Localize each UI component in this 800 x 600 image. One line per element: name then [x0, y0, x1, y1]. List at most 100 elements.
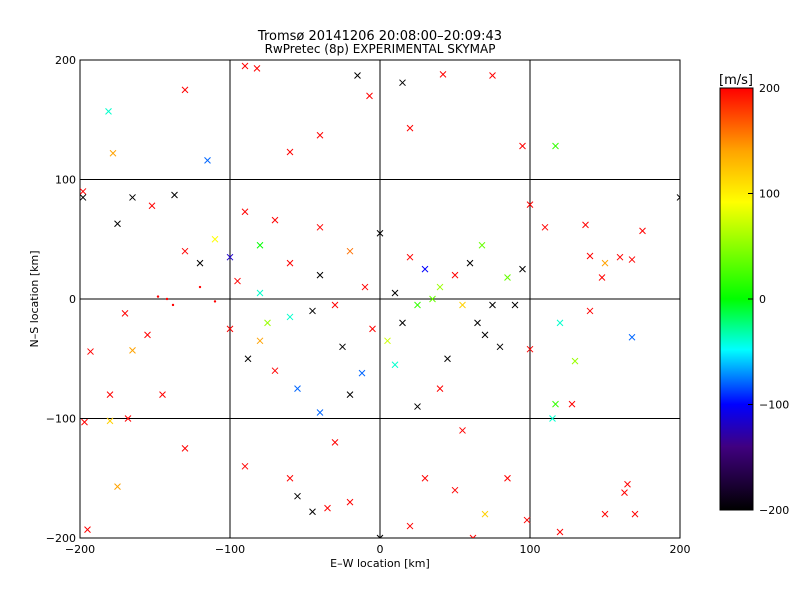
- x-tick-label: −200: [65, 543, 95, 556]
- data-point-cross: [406, 253, 414, 261]
- data-point-cross: [234, 277, 241, 285]
- data-point-cross: [309, 508, 316, 516]
- data-point-cross: [124, 415, 132, 422]
- data-point-dot: [165, 297, 169, 301]
- data-point-cross: [621, 489, 628, 496]
- axis-ticks: [79, 59, 681, 539]
- data-point-dot: [171, 303, 175, 307]
- chart-subtitle: RwPretec (8p) EXPERIMENTAL SKYMAP: [265, 42, 496, 56]
- data-point-cross: [639, 227, 646, 235]
- data-point-cross: [616, 253, 624, 261]
- data-point-cross: [628, 333, 636, 341]
- x-tick-labels: −200 −100 0 100 200: [65, 543, 691, 556]
- data-point-cross: [459, 301, 466, 309]
- data-point-cross: [253, 65, 261, 72]
- colorbar-tick-label: −200: [759, 504, 789, 517]
- colorbar-tick-label: 0: [759, 293, 766, 306]
- data-point-cross: [552, 400, 559, 408]
- data-point-cross: [586, 307, 594, 315]
- data-point-cross: [481, 510, 489, 518]
- data-point-cross: [286, 259, 294, 267]
- data-point-cross: [106, 391, 114, 398]
- data-point-cross: [421, 474, 429, 482]
- data-point-cross: [309, 307, 316, 315]
- data-point-cross: [196, 259, 204, 267]
- data-point-cross: [406, 124, 414, 132]
- data-point-cross: [204, 157, 211, 164]
- data-point-cross: [504, 274, 511, 281]
- colorbar-tick-label: −100: [759, 399, 789, 412]
- data-point-cross: [451, 486, 459, 494]
- data-point-cross: [474, 319, 481, 327]
- y-tick-label: 100: [55, 174, 76, 187]
- data-point-cross: [489, 301, 496, 309]
- data-point-cross: [571, 357, 579, 365]
- data-point-cross: [504, 474, 511, 482]
- y-tick-label: −200: [46, 532, 76, 545]
- grid-lines: [80, 60, 680, 538]
- data-point-cross: [436, 385, 444, 392]
- data-point-cross: [519, 142, 526, 150]
- data-point-cross: [81, 418, 88, 426]
- data-point-cross: [556, 528, 564, 536]
- data-point-cross: [331, 439, 339, 446]
- data-point-cross: [552, 142, 559, 150]
- data-point-cross: [549, 415, 556, 422]
- data-point-cross: [84, 526, 91, 533]
- colorbar-tick-label: 200: [759, 82, 780, 95]
- data-point-cross: [421, 265, 429, 273]
- data-point-cross: [241, 208, 249, 216]
- data-point-cross: [391, 289, 399, 297]
- data-point-cross: [87, 348, 94, 355]
- data-point-cross: [294, 385, 301, 392]
- data-point-cross: [316, 409, 324, 416]
- data-point-cross: [369, 325, 376, 333]
- chart-title: Tromsø 20141206 20:08:00–20:09:43: [257, 29, 502, 44]
- data-point-cross: [526, 201, 534, 208]
- data-point-cross: [129, 347, 136, 354]
- data-point-cross: [481, 331, 489, 339]
- y-tick-label: −100: [46, 413, 76, 426]
- y-tick-labels: −200 −100 0 100 200: [46, 54, 76, 545]
- data-point-cross: [384, 337, 391, 345]
- x-tick-label: 100: [520, 543, 541, 556]
- data-point-cross: [469, 534, 477, 538]
- data-point-cross: [354, 72, 361, 79]
- x-axis-label: E–W location [km]: [330, 557, 430, 570]
- y-tick-label: 0: [69, 293, 76, 306]
- data-point-cross: [339, 343, 346, 351]
- data-point-cross: [181, 86, 189, 94]
- data-point-cross: [429, 295, 436, 303]
- data-point-cross: [451, 271, 459, 279]
- data-point-cross: [361, 283, 369, 291]
- data-point-cross: [286, 148, 294, 156]
- data-point-cross: [523, 516, 531, 524]
- data-point-cross: [316, 131, 324, 139]
- data-point-cross: [346, 391, 354, 398]
- data-point-cross: [316, 271, 324, 279]
- data-point-cross: [331, 301, 339, 309]
- data-point-cross: [264, 319, 271, 327]
- data-point-cross: [181, 247, 189, 255]
- data-point-cross: [256, 289, 264, 297]
- data-point-cross: [144, 331, 151, 339]
- data-point-cross: [286, 313, 294, 321]
- data-point-cross: [399, 319, 406, 327]
- data-point-dot: [213, 300, 217, 303]
- data-point-cross: [436, 283, 444, 291]
- data-point-cross: [391, 361, 399, 369]
- data-point-cross: [256, 337, 264, 345]
- data-point-dot: [198, 285, 202, 289]
- data-point-cross: [241, 62, 249, 70]
- data-point-cross: [114, 483, 121, 490]
- data-point-cross: [148, 202, 156, 210]
- colorbar: [719, 87, 754, 511]
- data-point-cross: [601, 259, 609, 267]
- data-point-cross: [541, 223, 549, 231]
- data-point-cross: [226, 325, 234, 333]
- data-point-cross: [568, 400, 576, 408]
- data-point-cross: [358, 369, 366, 377]
- data-point-cross: [526, 345, 534, 353]
- data-point-cross: [159, 391, 166, 398]
- data-point-cross: [294, 492, 301, 500]
